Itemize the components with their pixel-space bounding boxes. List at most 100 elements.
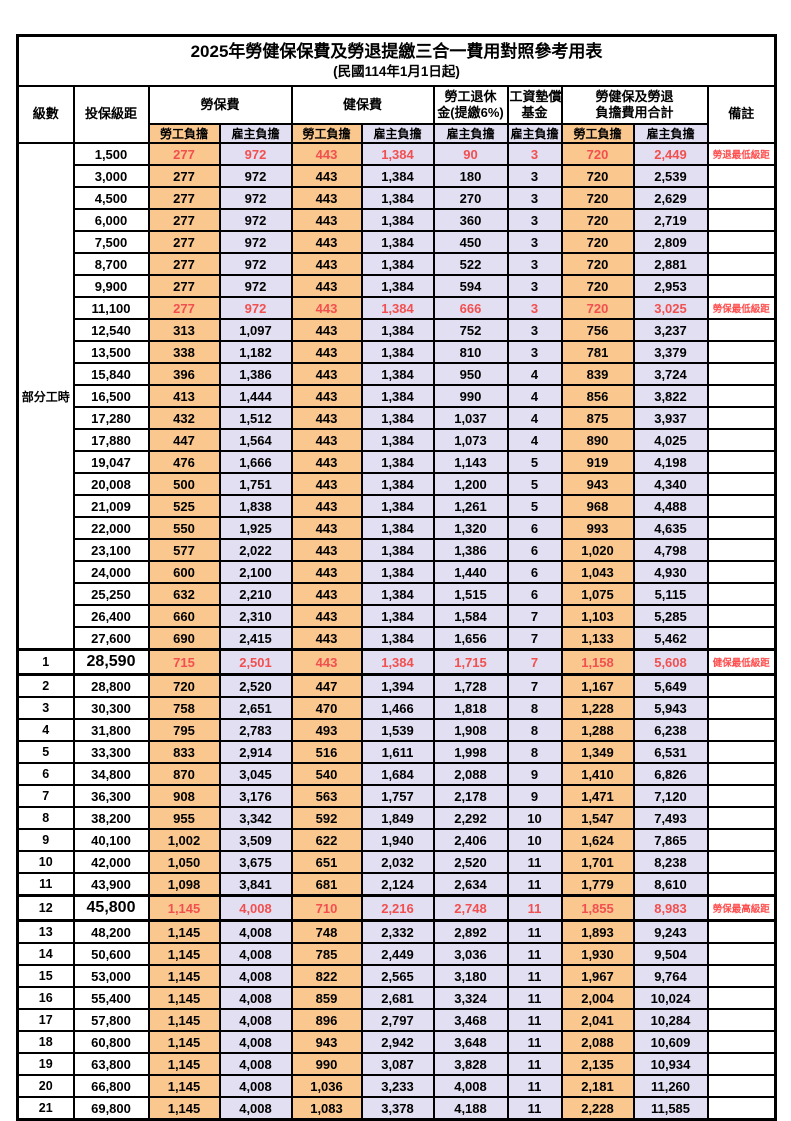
cell-wage-fund-employer: 8	[506, 740, 563, 764]
cell-total-employee: 781	[560, 340, 635, 364]
cell-labor-employer: 1,097	[218, 318, 293, 342]
cell-health-employer: 1,384	[360, 318, 435, 342]
table-row: 8,700 277 972 443 1,384 522 3 720 2,881	[18, 252, 777, 276]
cell-total-employee: 1,701	[560, 850, 635, 874]
cell-remark	[706, 274, 777, 298]
cell-bracket: 1,500	[72, 142, 150, 166]
cell-health-employee: 1,083	[290, 1096, 363, 1121]
cell-bracket: 11,100	[72, 296, 150, 320]
cell-total-employee: 2,041	[560, 1008, 635, 1032]
cell-labor-employee: 277	[147, 186, 221, 210]
cell-labor-employee: 720	[147, 673, 221, 698]
col-header-wage-fund: 工資墊償 基金	[506, 85, 563, 125]
cell-total-employer: 4,930	[632, 560, 709, 584]
cell-labor-employee: 632	[147, 582, 221, 606]
cell-wage-fund-employer: 3	[506, 252, 563, 276]
cell-total-employee: 968	[560, 494, 635, 518]
cell-total-employee: 839	[560, 362, 635, 386]
cell-bracket: 17,880	[72, 428, 150, 452]
cell-bracket: 38,200	[72, 806, 150, 830]
cell-pension-employer: 3,828	[432, 1052, 509, 1076]
cell-labor-employee: 313	[147, 318, 221, 342]
table-row: 14 50,600 1,145 4,008 785 2,449 3,036 11 1,930 9,…	[16, 942, 777, 966]
cell-bracket: 28,590	[72, 648, 150, 676]
cell-labor-employer: 972	[218, 230, 293, 254]
table-row: 13 48,200 1,145 4,008 748 2,332 2,892 11 1,893 9,…	[16, 919, 777, 944]
table-row: 15 53,000 1,145 4,008 822 2,565 3,180 11 1,967 9,…	[16, 964, 777, 988]
cell-total-employee: 1,158	[560, 648, 635, 676]
title-row: 2025年勞健保保費及勞退提繳三合一費用對照參考用表 (民國114年1月1日起)	[16, 34, 777, 87]
cell-remark: 勞保最低級距	[706, 296, 777, 320]
cell-labor-employee: 277	[147, 142, 221, 166]
cell-total-employer: 3,025	[632, 296, 709, 320]
cell-total-employee: 943	[560, 472, 635, 496]
pension-header-line1: 勞工退休	[444, 88, 497, 104]
cell-remark	[706, 208, 777, 232]
cell-health-employee: 822	[290, 964, 363, 988]
cell-health-employer: 1,940	[360, 828, 435, 852]
col-header-health-insurance: 健保費	[290, 85, 435, 125]
cell-health-employer: 1,384	[360, 340, 435, 364]
cell-remark	[706, 626, 777, 651]
cell-total-employee: 1,410	[560, 762, 635, 786]
cell-level: 9	[16, 828, 75, 852]
cell-wage-fund-employer: 11	[506, 986, 563, 1010]
cell-labor-employer: 1,512	[218, 406, 293, 430]
cell-total-employer: 5,115	[632, 582, 709, 606]
cell-pension-employer: 666	[432, 296, 509, 320]
cell-level: 7	[16, 784, 75, 808]
cell-health-employee: 710	[290, 894, 363, 922]
cell-health-employee: 443	[290, 560, 363, 584]
cell-wage-fund-employer: 3	[506, 186, 563, 210]
cell-remark	[706, 340, 777, 364]
cell-total-employer: 6,238	[632, 718, 709, 742]
cell-health-employer: 1,757	[360, 784, 435, 808]
col-header-bracket: 投保級距	[72, 85, 150, 144]
cell-bracket: 57,800	[72, 1008, 150, 1032]
cell-total-employer: 4,488	[632, 494, 709, 518]
cell-level: 13	[16, 919, 75, 944]
table-row: 16 55,400 1,145 4,008 859 2,681 3,324 11 2,004 10…	[16, 986, 777, 1010]
table-row: 21 69,800 1,145 4,008 1,083 3,378 4,188 11 2,228…	[16, 1096, 777, 1121]
cell-level: 15	[16, 964, 75, 988]
cell-level: 4	[16, 718, 75, 742]
cell-labor-employer: 4,008	[218, 1052, 293, 1076]
cell-level: 21	[16, 1096, 75, 1121]
cell-bracket: 50,600	[72, 942, 150, 966]
cell-wage-fund-employer: 5	[506, 494, 563, 518]
cell-labor-employee: 1,145	[147, 964, 221, 988]
table-row: 24,000 600 2,100 443 1,384 1,440 6 1,043 4,930	[18, 560, 777, 584]
pension-header-line2: 金(提繳6%)	[437, 105, 504, 120]
cell-bracket: 19,047	[72, 450, 150, 474]
header-row-subcolumns: 勞工負擔 雇主負擔 勞工負擔 雇主負擔 雇主負擔 雇主負擔 勞工負擔 雇主負擔	[18, 123, 776, 144]
cell-health-employer: 1,384	[360, 560, 435, 584]
cell-wage-fund-employer: 11	[506, 894, 563, 922]
table-row: 6 34,800 870 3,045 540 1,684 2,088 9 1,410 6,826	[16, 762, 777, 786]
cell-health-employer: 1,384	[360, 362, 435, 386]
cell-labor-employee: 1,145	[147, 1096, 221, 1121]
table-row: 17,280 432 1,512 443 1,384 1,037 4 875 3,937	[18, 406, 777, 430]
cell-bracket: 21,009	[72, 494, 150, 518]
subheader-health-employer: 雇主負擔	[360, 123, 435, 144]
cell-wage-fund-employer: 11	[506, 942, 563, 966]
cell-wage-fund-employer: 5	[506, 450, 563, 474]
cell-health-employer: 1,611	[360, 740, 435, 764]
cell-wage-fund-employer: 6	[506, 582, 563, 606]
cell-bracket: 36,300	[72, 784, 150, 808]
cell-pension-employer: 810	[432, 340, 509, 364]
cell-remark	[706, 1030, 777, 1054]
cell-pension-employer: 270	[432, 186, 509, 210]
cell-pension-employer: 3,324	[432, 986, 509, 1010]
cell-health-employee: 592	[290, 806, 363, 830]
cell-total-employee: 1,930	[560, 942, 635, 966]
cell-remark	[706, 384, 777, 408]
cell-total-employer: 2,881	[632, 252, 709, 276]
cell-wage-fund-employer: 3	[506, 274, 563, 298]
header-row-groups: 級數 投保級距 勞保費 健保費 勞工退休 金(提繳6%) 工資墊償 基金 勞健保及勞…	[16, 85, 777, 144]
cell-labor-employee: 833	[147, 740, 221, 764]
cell-wage-fund-employer: 5	[506, 472, 563, 496]
table-title-block: 2025年勞健保保費及勞退提繳三合一費用對照參考用表 (民國114年1月1日起)	[16, 34, 777, 87]
cell-total-employee: 1,967	[560, 964, 635, 988]
table-row: 13,500 338 1,182 443 1,384 810 3 781 3,379	[18, 340, 777, 364]
cell-level: 6	[16, 762, 75, 786]
